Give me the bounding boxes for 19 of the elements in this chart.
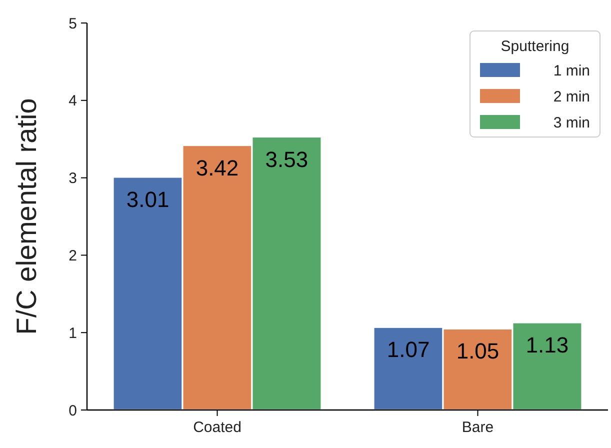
y-tick-label: 3 bbox=[68, 170, 77, 188]
legend-label: 3 min bbox=[553, 114, 590, 132]
legend-title: Sputtering bbox=[500, 38, 570, 55]
y-tick-label: 0 bbox=[68, 402, 77, 420]
data-label: 1.07 bbox=[386, 337, 430, 362]
legend-label: 1 min bbox=[553, 62, 590, 80]
x-tick-label: Coated bbox=[193, 419, 242, 436]
y-tick-label: 5 bbox=[68, 15, 77, 32]
y-tick-label: 2 bbox=[68, 247, 77, 264]
y-axis-title: F/C elemental ratio bbox=[11, 98, 42, 335]
y-tick-label: 1 bbox=[68, 324, 77, 342]
data-label: 1.13 bbox=[526, 332, 569, 358]
data-label: 1.05 bbox=[456, 338, 500, 364]
legend-label: 2 min bbox=[553, 88, 590, 106]
data-label: 3.01 bbox=[126, 187, 170, 212]
y-tick-label: 4 bbox=[68, 92, 77, 110]
x-tick-label: Bare bbox=[462, 419, 494, 436]
data-label: 3.53 bbox=[265, 146, 308, 172]
data-label: 3.42 bbox=[196, 155, 239, 180]
